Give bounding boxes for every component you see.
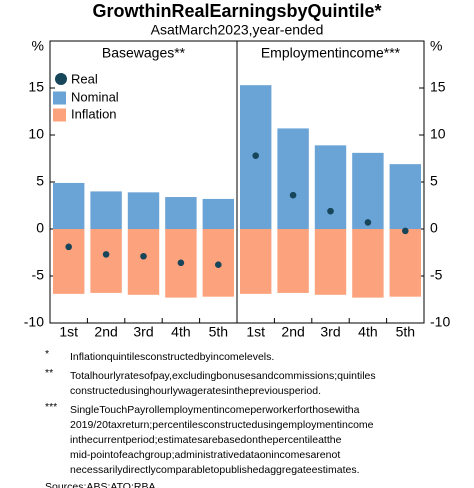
y-tick-label: 0 (430, 220, 438, 236)
x-tick-label: 2nd (281, 324, 304, 340)
footnote-marker: ** (45, 367, 53, 379)
x-tick-label: 3rd (320, 324, 340, 340)
footnote-text: mid-pointofeachgroup;administrativedatao… (70, 449, 340, 461)
y-tick-label: 5 (36, 173, 44, 189)
dot (140, 252, 147, 260)
x-tick-label: 4th (171, 324, 190, 340)
x-tick-label: 2nd (94, 324, 117, 340)
x-tick-label: 4th (358, 324, 377, 340)
footnote-text: inthecurrentperiod;estimatesarebasedonth… (70, 434, 342, 446)
y-unit: % (430, 38, 442, 54)
x-tick-label: 5th (209, 324, 228, 340)
bar (389, 229, 422, 297)
legend-label: Nominal (71, 89, 119, 104)
footnote-text: constructedusinghourlywageratesintheprev… (70, 385, 321, 397)
footnote-text: 2019/20taxreturn;percentilesconstructedu… (70, 419, 374, 431)
bar (127, 192, 160, 229)
footnote-text: SingleTouchPayrollemploymentincomeperwor… (70, 404, 360, 416)
x-tick-label: 1st (246, 324, 265, 340)
y-tick-label: -5 (430, 267, 443, 283)
footnote-marker: * (45, 348, 49, 360)
bar (239, 229, 272, 294)
y-tick-label: 5 (430, 173, 438, 189)
dot (327, 207, 334, 215)
legend-dot (55, 73, 67, 85)
footnote-text: Totalhourlyratesofpay,excludingbonusesan… (70, 370, 376, 382)
y-tick-label: 10 (430, 126, 446, 142)
bar (277, 229, 309, 293)
bar (127, 229, 160, 295)
y-tick-label: -5 (32, 267, 45, 283)
dot (289, 191, 297, 199)
legend-swatch (53, 108, 66, 122)
footnote-text: necessarilydirectlycomparabletopublished… (70, 464, 360, 476)
bar (352, 229, 384, 298)
bar (352, 152, 384, 229)
y-tick-label: 15 (430, 79, 446, 95)
x-tick-label: 5th (396, 324, 415, 340)
bar (277, 128, 309, 229)
bar (90, 191, 122, 229)
panel-title: Basewages** (102, 45, 186, 61)
dot (402, 227, 409, 235)
y-tick-label: -10 (430, 314, 450, 330)
chart-title: GrowthinRealEarningsbyQuintile* (92, 1, 381, 21)
bar (165, 197, 197, 229)
dot (177, 259, 185, 267)
bar (202, 198, 235, 229)
x-tick-label: 3rd (133, 324, 153, 340)
footnote-text: Inflationquintilesconstructedbyincomelev… (70, 351, 274, 363)
dot (102, 251, 110, 258)
dot (252, 152, 259, 159)
y-unit: % (32, 38, 44, 54)
y-tick-label: -10 (24, 314, 44, 330)
y-tick-label: 0 (36, 220, 44, 236)
y-tick-label: 15 (28, 79, 44, 95)
dot (65, 243, 72, 251)
bar (314, 229, 347, 295)
x-tick-label: 1st (59, 324, 78, 340)
bar (389, 164, 422, 229)
sources: Sources:ABS;ATO;RBA. (45, 481, 158, 488)
bar (90, 229, 122, 293)
bar (52, 182, 85, 229)
footnote-marker: *** (45, 401, 57, 413)
legend-label: Real (71, 71, 98, 86)
bar (52, 229, 85, 294)
chart-subtitle: AsatMarch2023,year-ended (151, 22, 324, 38)
bar (314, 145, 347, 229)
panel-title: Employmentincome*** (261, 45, 401, 61)
legend-swatch (53, 91, 66, 105)
y-tick-label: 10 (28, 126, 44, 142)
dot (215, 261, 222, 269)
legend-label: Inflation (71, 106, 117, 121)
dot (364, 219, 372, 226)
